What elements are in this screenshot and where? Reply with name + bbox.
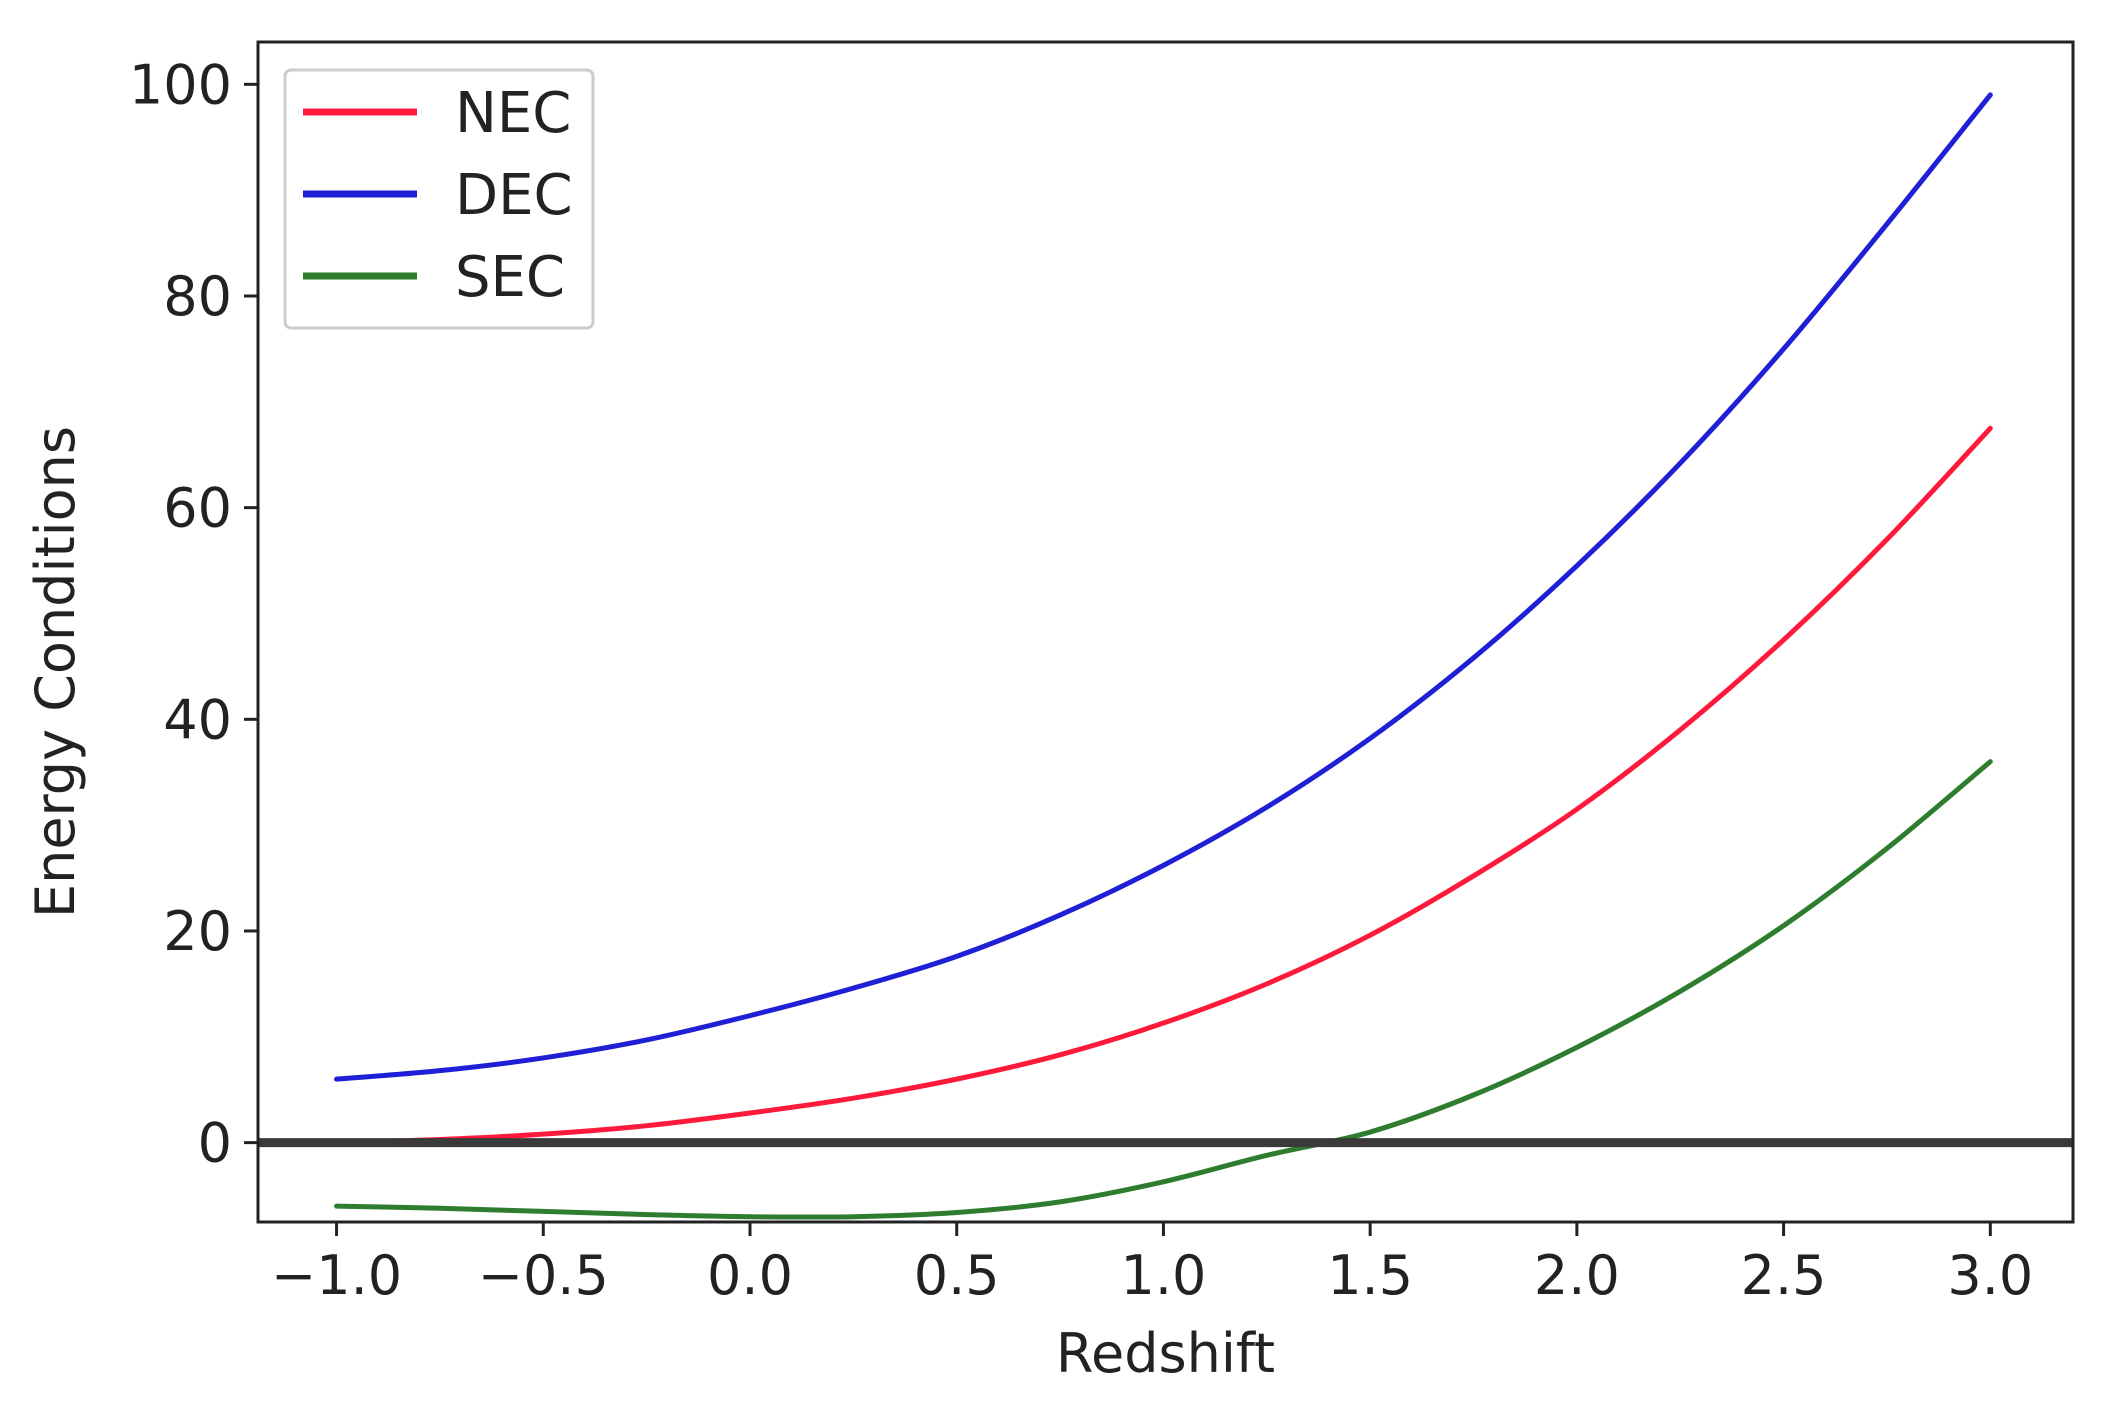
series-line-sec xyxy=(334,759,1993,1220)
legend-label-dec: DEC xyxy=(455,163,573,228)
y-tick-label: 100 xyxy=(129,53,232,116)
x-tick-label: 0.0 xyxy=(707,1244,793,1307)
y-tick-label: 40 xyxy=(163,688,232,751)
x-tick-label: 3.0 xyxy=(1947,1244,2033,1307)
y-tick-label: 60 xyxy=(163,477,232,540)
x-tick-label: 1.0 xyxy=(1120,1244,1206,1307)
legend-label-nec: NEC xyxy=(455,81,571,146)
y-tick-label: 20 xyxy=(163,900,232,963)
x-axis-label: Redshift xyxy=(1056,1322,1275,1385)
x-tick-label: 2.0 xyxy=(1534,1244,1620,1307)
y-axis-label: Energy Conditions xyxy=(24,426,87,918)
x-tick-label: −1.0 xyxy=(271,1244,402,1307)
y-tick-label: 80 xyxy=(163,265,232,328)
legend-box xyxy=(283,68,595,330)
axes-frame xyxy=(256,40,2075,1224)
legend: NEC DEC SEC xyxy=(283,68,595,330)
x-tick-label: −0.5 xyxy=(478,1244,609,1307)
series-line-nec xyxy=(334,425,1993,1146)
series-layer xyxy=(334,92,1993,1220)
y-tick-label: 0 xyxy=(198,1112,232,1175)
x-tick-label: 1.5 xyxy=(1327,1244,1413,1307)
legend-label-sec: SEC xyxy=(455,245,565,310)
x-tick-label: 0.5 xyxy=(914,1244,1000,1307)
x-tick-label: 2.5 xyxy=(1741,1244,1827,1307)
series-line-dec xyxy=(334,92,1993,1082)
x-axis: −1.0 −0.5 0.0 0.5 1.0 1.5 2.0 2.5 3.0 xyxy=(271,1222,2033,1307)
y-axis: 0 20 40 60 80 100 xyxy=(129,53,258,1175)
